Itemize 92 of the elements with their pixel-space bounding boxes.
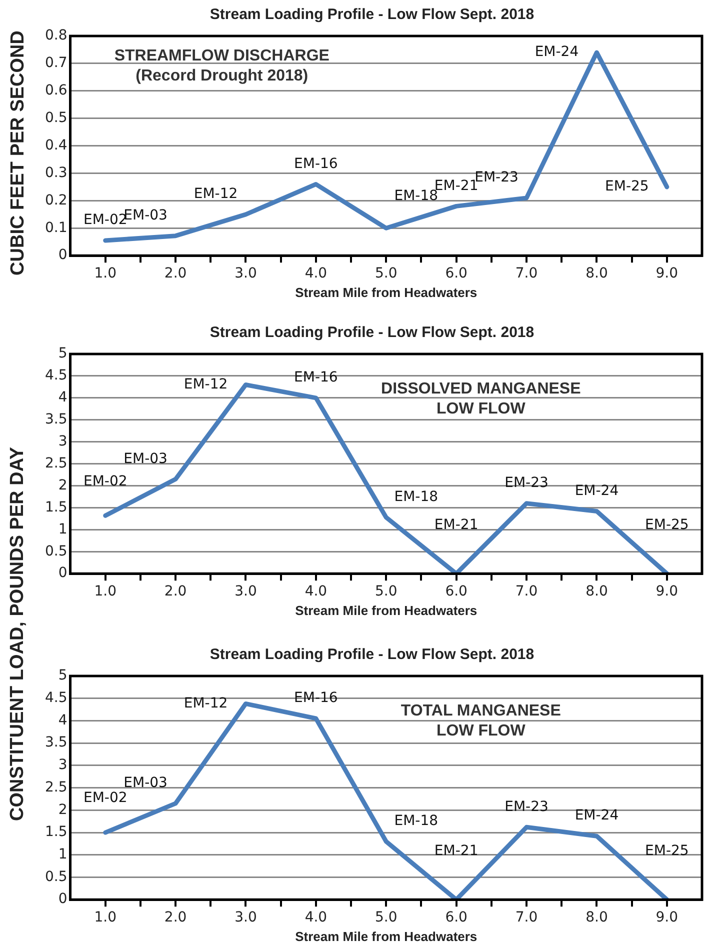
y-tick-label: 3.5 xyxy=(45,734,68,751)
x-tick-label: 4.0 xyxy=(304,910,328,926)
annotation: EM-16 xyxy=(294,156,338,172)
x-tick-label: 4.0 xyxy=(304,266,328,282)
y-tick-label: 0.5 xyxy=(45,110,68,126)
x-tick-label: 1.0 xyxy=(94,266,116,282)
annotation: EM-25 xyxy=(645,517,689,534)
y-tick-label: 2.5 xyxy=(45,779,68,796)
chart-title: Stream Loading Profile - Low Flow Sept. 2018 xyxy=(210,646,534,664)
x-tick-label: 5.0 xyxy=(375,910,398,926)
x-tick-label: 2.0 xyxy=(164,266,187,282)
x-tick-label: 1.0 xyxy=(94,584,116,600)
y-tick-label: 0.5 xyxy=(45,543,68,560)
x-tick-label: 4.0 xyxy=(304,584,328,600)
x-tick-label: 9.0 xyxy=(656,584,678,600)
annotation: EM-12 xyxy=(184,376,228,392)
annotation: EM-18 xyxy=(394,489,438,506)
annotation: EM-21 xyxy=(434,517,478,534)
y-tick-label: 1.5 xyxy=(45,824,68,840)
y-tick-label: 1.5 xyxy=(45,499,68,516)
x-tick-label: 7.0 xyxy=(515,910,538,926)
y-tick-label: 1 xyxy=(58,521,68,538)
y-tick-label: 0 xyxy=(58,565,68,582)
annotation: EM-03 xyxy=(124,450,168,467)
x-tick-label: 8.0 xyxy=(586,266,608,282)
x-tick-label: 8.0 xyxy=(586,584,608,600)
y-tick-label: 3.5 xyxy=(45,412,68,428)
y-tick-label: 0.6 xyxy=(45,82,68,99)
y-tick-label: 2 xyxy=(58,802,68,818)
y-tick-label: 3 xyxy=(58,757,68,774)
y-tick-label: 1 xyxy=(58,846,68,863)
annotation: DISSOLVED MANGANESE LOW FLOW xyxy=(381,380,582,418)
y-tick-label: 2 xyxy=(58,477,68,494)
annotation: EM-24 xyxy=(534,44,579,60)
x-tick-label: 6.0 xyxy=(445,584,468,600)
y-tick-label: 5 xyxy=(58,668,68,684)
chart-title: Stream Loading Profile - Low Flow Sept. 2018 xyxy=(210,6,534,24)
y-tick-label: 4.5 xyxy=(45,368,68,384)
annotation: EM-24 xyxy=(574,808,619,824)
y-axis-title: CUBIC FEET PER SECOND xyxy=(7,30,29,275)
annotation: EM-21 xyxy=(434,843,478,860)
x-tick-label: 5.0 xyxy=(375,266,398,282)
y-tick-label: 4.5 xyxy=(45,690,68,706)
annotation: EM-02 xyxy=(83,473,128,490)
annotation: EM-23 xyxy=(504,474,548,491)
y-tick-label: 0.7 xyxy=(45,55,68,72)
y-tick-label: 0.5 xyxy=(45,868,68,885)
annotation: STREAMFLOW DISCHARGE (Record Drought 2018) xyxy=(114,47,330,84)
x-tick-label: 1.0 xyxy=(94,910,116,926)
y-tick-label: 4 xyxy=(58,390,68,406)
x-tick-label: 2.0 xyxy=(164,584,187,600)
annotation: EM-12 xyxy=(184,695,228,712)
y-tick-label: 3 xyxy=(58,433,68,450)
annotation: EM-03 xyxy=(124,775,168,792)
y-tick-label: 0.8 xyxy=(45,28,68,44)
annotation: EM-25 xyxy=(645,843,689,860)
x-tick-label: 6.0 xyxy=(445,910,468,926)
x-axis-title: Stream Mile from Headwaters xyxy=(295,284,478,300)
x-axis-title: Stream Mile from Headwaters xyxy=(295,602,478,618)
x-tick-label: 7.0 xyxy=(515,266,538,282)
x-tick-label: 9.0 xyxy=(656,266,678,282)
x-tick-label: 8.0 xyxy=(586,910,608,926)
x-axis-title: Stream Mile from Headwaters xyxy=(295,928,478,944)
x-tick-label: 3.0 xyxy=(234,910,257,926)
y-tick-label: 4 xyxy=(58,712,68,728)
chart-title: Stream Loading Profile - Low Flow Sept. 2018 xyxy=(210,324,534,342)
y-tick-label: 5 xyxy=(58,346,68,362)
x-tick-label: 2.0 xyxy=(164,910,187,926)
y-tick-label: 2.5 xyxy=(45,455,68,472)
y-tick-label: 0 xyxy=(58,891,68,908)
annotation: EM-24 xyxy=(574,482,619,499)
x-tick-label: 9.0 xyxy=(656,910,678,926)
y-tick-label: 0 xyxy=(58,247,68,264)
y-tick-label: 0.3 xyxy=(45,164,68,181)
y-tick-label: 0.4 xyxy=(45,137,68,154)
annotation: EM-18 xyxy=(394,813,438,830)
y-axis-title: CONSTITUENT LOAD, POUNDS PER DAY xyxy=(7,446,29,821)
annotation: EM-16 xyxy=(294,690,338,706)
annotation: EM-23 xyxy=(504,798,548,815)
y-tick-label: 0.1 xyxy=(45,220,68,236)
x-tick-label: 5.0 xyxy=(375,584,398,600)
annotation: EM-25 xyxy=(605,178,649,195)
x-tick-label: 3.0 xyxy=(234,266,257,282)
y-tick-label: 0.2 xyxy=(45,192,68,208)
annotation: TOTAL MANGANESE LOW FLOW xyxy=(400,702,562,740)
x-tick-label: 6.0 xyxy=(445,266,468,282)
annotation: EM-23 xyxy=(474,170,518,186)
x-tick-label: 7.0 xyxy=(515,584,538,600)
annotation: EM-02 xyxy=(83,790,128,806)
annotation: EM-16 xyxy=(294,370,338,386)
annotation: EM-12 xyxy=(194,186,238,202)
x-tick-label: 3.0 xyxy=(234,584,257,600)
